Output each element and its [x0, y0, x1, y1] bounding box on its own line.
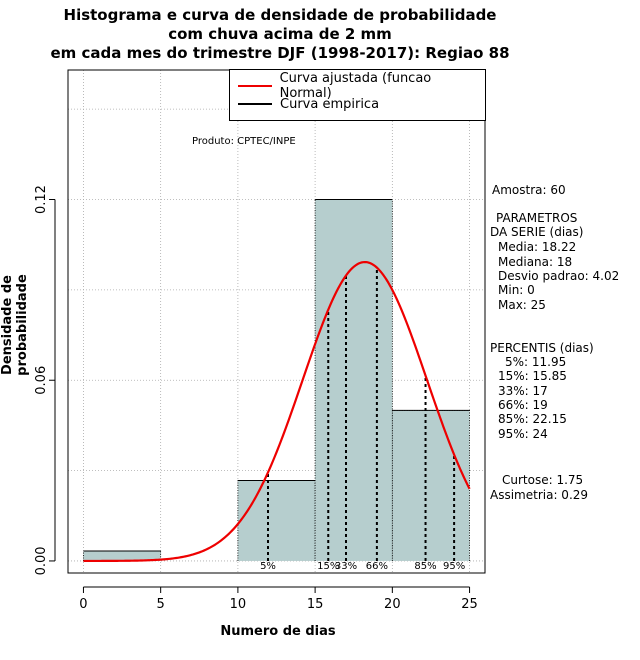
stat-params-header-1: PARAMETROS: [496, 211, 578, 225]
stat-p15: 15%: 15.85: [498, 369, 567, 383]
stat-params-header-2: DA SERIE (dias): [490, 225, 584, 239]
percentile-label: 15%: [317, 561, 339, 572]
percentile-labels: 5% 15%33% 66% 85% 95%: [260, 561, 465, 572]
stat-mediana: Mediana: 18: [498, 255, 573, 269]
legend-label-empirical: Curva empirica: [280, 96, 380, 112]
legend-entry-empirical: Curva empirica: [238, 96, 379, 112]
stat-p33: 33%: 17: [498, 384, 548, 398]
legend-entry-fitted: Curva ajustada (funcao Normal): [238, 71, 485, 101]
stat-percentis-header: PERCENTIS (dias): [490, 341, 594, 355]
stat-max: Max: 25: [498, 298, 546, 312]
x-tick-label: 10: [230, 597, 247, 612]
percentile-label: 5%: [260, 561, 276, 572]
histogram-bar: [83, 551, 161, 561]
legend: Curva ajustada (funcao Normal) Curva emp…: [229, 69, 486, 121]
fitted-normal-curve: [83, 260, 471, 563]
histogram-bar: [315, 199, 393, 561]
stat-min: Min: 0: [498, 283, 535, 297]
legend-swatch-empirical: [238, 103, 272, 105]
stat-amostra: Amostra: 60: [492, 183, 566, 197]
percentile-label: 85%: [414, 561, 436, 572]
axes: 0 5 10 15 20 25 0.00 0.06 0.12: [34, 185, 478, 612]
stat-p66: 66%: 19: [498, 398, 548, 412]
stat-desvio: Desvio padrao: 4.02: [498, 269, 620, 283]
percentile-label: 95%: [443, 561, 465, 572]
x-axis-label: Numero de dias: [220, 624, 336, 639]
percentile-lines: [267, 267, 456, 561]
chart-title-line-1: Histograma e curva de densidade de proba…: [63, 6, 497, 24]
stat-media: Media: 18.22: [498, 240, 577, 254]
histogram-bar: [392, 410, 470, 561]
legend-label-fitted: Curva ajustada (funcao Normal): [279, 71, 432, 101]
x-tick-label: 5: [157, 597, 165, 612]
percentile-label: 66%: [366, 561, 388, 572]
stat-p95: 95%: 24: [498, 427, 548, 441]
histogram-bars: [83, 199, 470, 561]
chart-title-line-3: em cada mes do trimestre DJF (1998-2017)…: [50, 44, 510, 62]
x-tick-label: 25: [461, 597, 478, 612]
stat-p5: 5%: 11.95: [505, 355, 567, 369]
x-tick-label: 20: [384, 597, 401, 612]
stat-curtose: Curtose: 1.75: [502, 473, 584, 487]
produto-label: Produto: CPTEC/INPE: [192, 136, 296, 147]
histogram-bar: [237, 480, 316, 561]
stat-assimetria: Assimetria: 0.29: [490, 488, 589, 502]
y-tick-label: 0.00: [34, 546, 49, 575]
histogram-bar-outline: [391, 409, 470, 561]
legend-swatch-fitted: [238, 85, 272, 87]
y-tick-label: 0.06: [34, 366, 49, 395]
y-tick-label: 0.12: [34, 185, 49, 214]
chart-title-line-2: com chuva acima de 2 mm: [168, 25, 392, 43]
x-tick-label: 15: [307, 597, 324, 612]
stat-p85: 85%: 22.15: [498, 412, 567, 426]
x-tick-label: 0: [79, 597, 87, 612]
y-axis-label: Densidade de probabilidade: [0, 274, 30, 376]
percentile-label: 33%: [335, 561, 357, 572]
